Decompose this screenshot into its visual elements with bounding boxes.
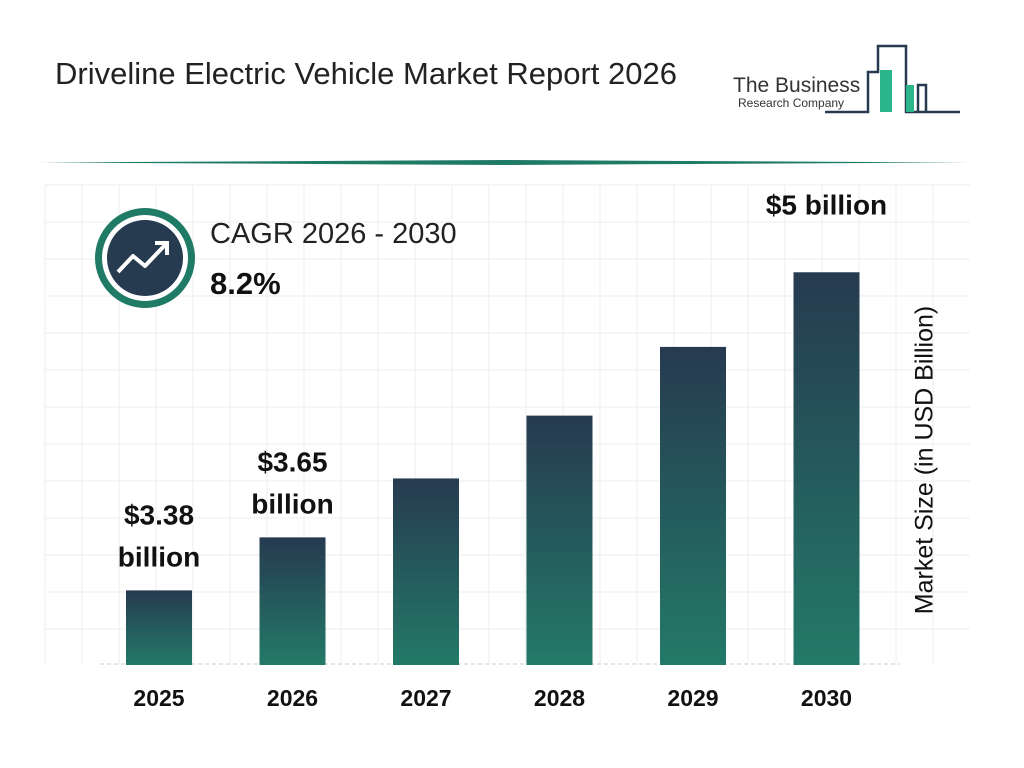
cagr-value: 8.2%	[210, 266, 281, 301]
bar-2026	[259, 537, 326, 665]
x-tick-label: 2028	[534, 685, 585, 711]
cagr-badge-icon	[95, 208, 195, 308]
y-axis-label: Market Size (in USD Billion)	[910, 305, 939, 615]
x-tick-label: 2027	[400, 685, 451, 711]
x-tick-label: 2025	[133, 685, 184, 711]
logo-text-line2: Research Company	[738, 96, 845, 110]
bar-2025	[126, 590, 192, 665]
bar-2030	[793, 272, 860, 665]
data-label: $3.38	[124, 499, 194, 530]
logo-buildings-icon	[825, 44, 960, 114]
cagr-label: CAGR 2026 - 2030	[210, 218, 457, 250]
company-logo: The Business Research Company	[730, 40, 970, 120]
data-label: $3.65	[257, 446, 327, 477]
bar-2027	[393, 478, 459, 665]
data-label: $5 billion	[766, 189, 887, 220]
data-label-unit: billion	[118, 541, 200, 572]
logo-text-line1: The Business	[733, 74, 861, 97]
bar-2029	[660, 346, 726, 665]
x-tick-label: 2029	[667, 685, 718, 711]
data-label-unit: billion	[251, 488, 333, 519]
bar-2028	[526, 415, 593, 665]
page-title: Driveline Electric Vehicle Market Report…	[55, 56, 677, 91]
header-divider	[40, 160, 970, 165]
x-tick-label: 2026	[267, 685, 318, 711]
x-tick-label: 2030	[801, 685, 852, 711]
